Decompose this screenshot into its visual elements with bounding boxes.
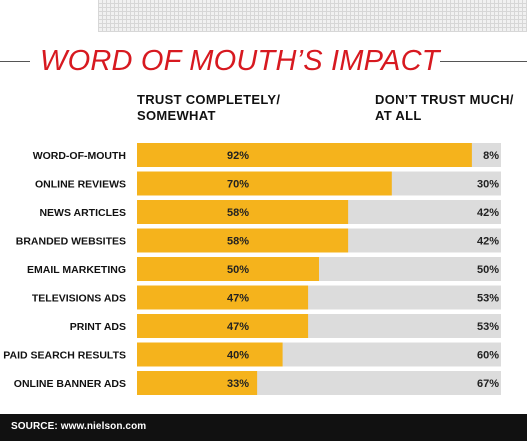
- category-label: ONLINE REVIEWS: [35, 179, 126, 191]
- trust-bar: [137, 342, 283, 367]
- distrust-value-label: 53%: [477, 293, 499, 305]
- grid-pattern-background: [98, 0, 527, 32]
- distrust-header-line-2: AT ALL: [375, 108, 422, 123]
- distrust-value-label: 53%: [477, 321, 499, 333]
- distrust-value-label: 60%: [477, 350, 499, 362]
- trust-bar: [137, 257, 319, 281]
- distrust-column-header: DON’T TRUST MUCH/ AT ALL: [375, 92, 514, 124]
- trust-bar: [137, 143, 472, 167]
- category-label: TELEVISIONS ADS: [32, 293, 126, 305]
- trust-bar: [137, 228, 349, 253]
- footer-bar: SOURCE: www.nielson.com: [0, 414, 527, 441]
- trust-value-label: 33%: [227, 378, 249, 390]
- trust-bar: [137, 171, 392, 196]
- trust-value-label: 58%: [227, 236, 249, 248]
- trust-bar: [137, 314, 309, 338]
- trust-header-line-1: TRUST COMPLETELY/: [137, 92, 281, 107]
- title-rule-right: [440, 61, 527, 62]
- trust-value-label: 92%: [227, 150, 249, 162]
- category-label: BRANDED WEBSITES: [16, 236, 126, 248]
- chart-title: WORD OF MOUTH’S IMPACT: [40, 45, 440, 77]
- category-label: NEWS ARTICLES: [39, 207, 126, 219]
- distrust-value-label: 67%: [477, 378, 499, 390]
- trust-value-label: 70%: [227, 179, 249, 191]
- trust-column-header: TRUST COMPLETELY/ SOMEWHAT: [137, 92, 280, 124]
- trust-value-label: 40%: [227, 350, 249, 362]
- trust-bar: [137, 285, 309, 310]
- category-label: WORD-OF-MOUTH: [33, 150, 126, 162]
- trust-value-label: 50%: [227, 264, 249, 276]
- distrust-value-label: 42%: [477, 207, 499, 219]
- source-note: SOURCE: www.nielson.com: [11, 421, 147, 432]
- distrust-header-line-1: DON’T TRUST MUCH/: [375, 92, 514, 107]
- distrust-value-label: 8%: [483, 150, 499, 162]
- distrust-value-label: 42%: [477, 236, 499, 248]
- title-row: WORD OF MOUTH’S IMPACT: [0, 44, 527, 78]
- trust-header-line-2: SOMEWHAT: [137, 108, 216, 123]
- category-label: PRINT ADS: [70, 321, 126, 333]
- title-rule-left: [0, 61, 30, 62]
- trust-bar: [137, 200, 349, 224]
- trust-value-label: 47%: [227, 293, 249, 305]
- category-label: EMAIL MARKETING: [27, 264, 126, 276]
- trust-value-label: 58%: [227, 207, 249, 219]
- category-label: PAID SEARCH RESULTS: [3, 350, 126, 362]
- trust-bar: [137, 371, 258, 395]
- stacked-bar-chart: WORD-OF-MOUTH 92% 8% ONLINE REVIEWS 70% 30% NE…: [3, 143, 501, 395]
- trust-value-label: 47%: [227, 321, 249, 333]
- category-label: ONLINE BANNER ADS: [14, 378, 126, 390]
- distrust-value-label: 30%: [477, 179, 499, 191]
- distrust-value-label: 50%: [477, 264, 499, 276]
